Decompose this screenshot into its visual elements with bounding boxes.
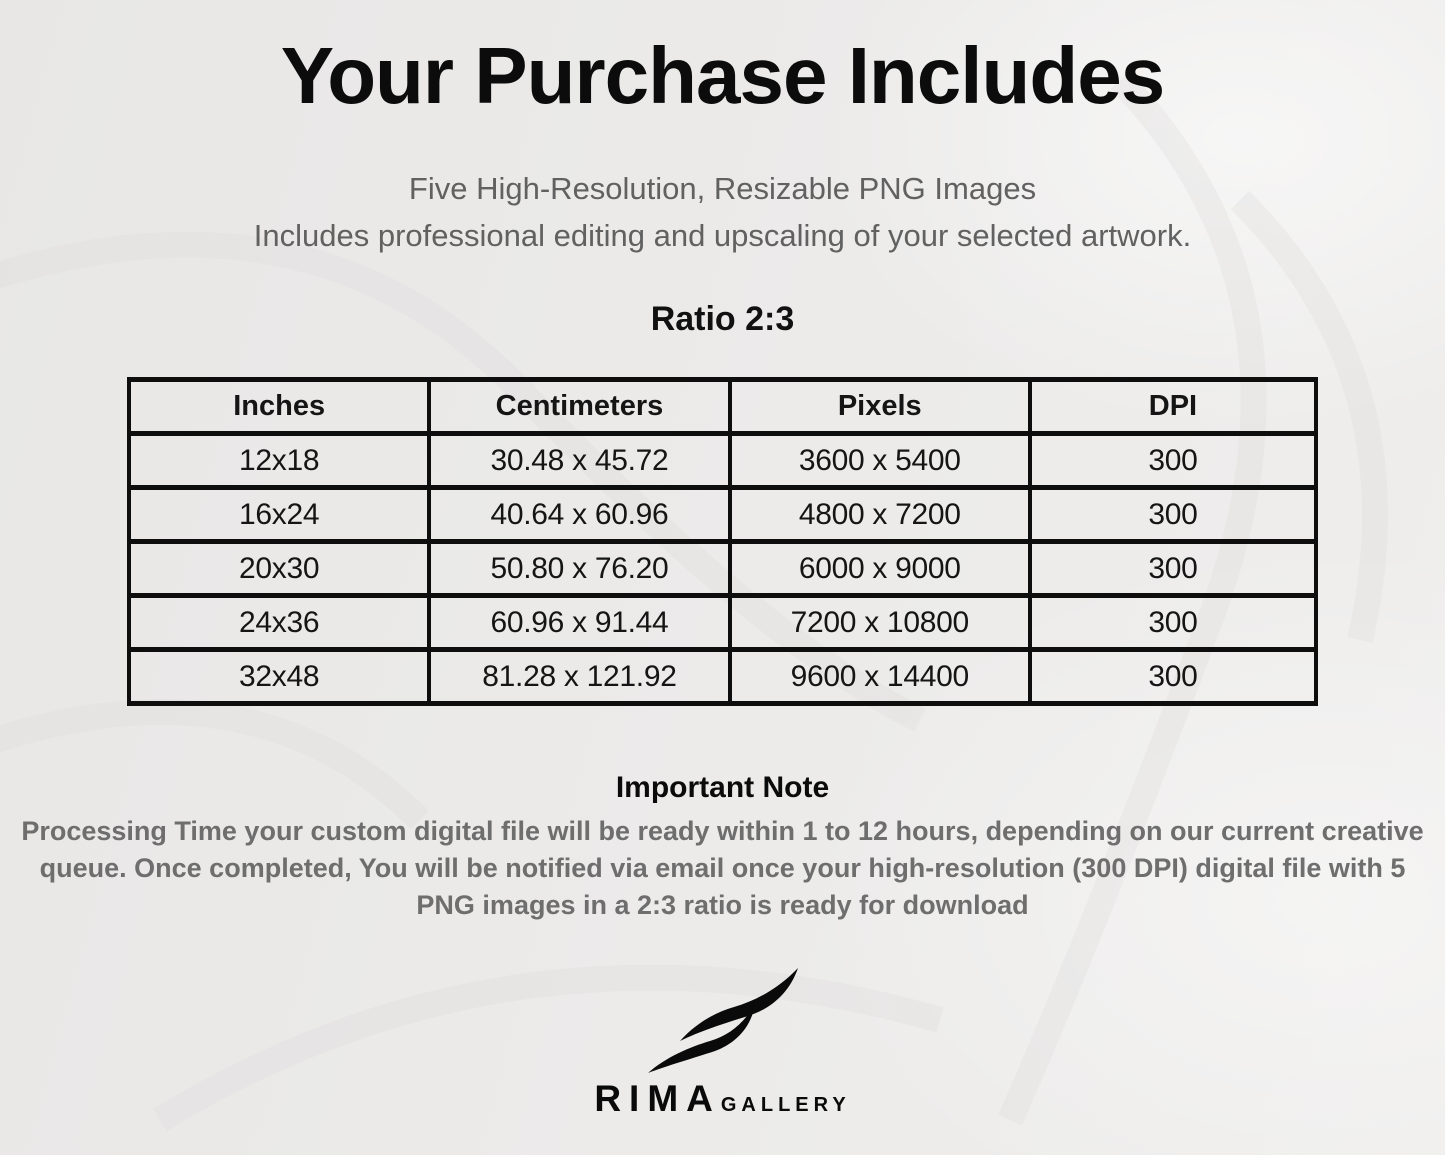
note-body: Processing Time your custom digital file…: [21, 816, 1424, 920]
table-row: 20x30 50.80 x 76.20 6000 x 9000 300: [126, 539, 1319, 598]
table-cell: 4800 x 7200: [727, 485, 1032, 544]
table-cell: 12x18: [126, 431, 432, 490]
table-cell: 16x24: [126, 485, 432, 544]
table-cell: 50.80 x 76.20: [427, 539, 732, 598]
table-cell: 81.28 x 121.92: [427, 647, 732, 706]
table-cell: 300: [1027, 539, 1319, 598]
table-cell: 30.48 x 45.72: [427, 431, 732, 490]
size-table-container: Inches Centimeters Pixels DPI 12x18 30.4…: [126, 377, 1319, 706]
table-cell: 300: [1027, 431, 1319, 490]
col-header-dpi: DPI: [1027, 377, 1319, 436]
table-cell: 300: [1027, 485, 1319, 544]
table-cell: 9600 x 14400: [727, 647, 1032, 706]
table-row: 24x36 60.96 x 91.44 7200 x 10800 300: [126, 593, 1319, 652]
double-swoosh-icon: [647, 968, 798, 1073]
table-header-row: Inches Centimeters Pixels DPI: [126, 377, 1319, 436]
table-cell: 40.64 x 60.96: [427, 485, 732, 544]
size-table: Inches Centimeters Pixels DPI 12x18 30.4…: [126, 377, 1319, 706]
table-cell: 300: [1027, 593, 1319, 652]
table-cell: 3600 x 5400: [727, 431, 1032, 490]
table-cell: 32x48: [126, 647, 432, 706]
table-row: 12x18 30.48 x 45.72 3600 x 5400 300: [126, 431, 1319, 490]
table-cell: 300: [1027, 647, 1319, 706]
brand-name: RIMA: [594, 1078, 721, 1119]
table-cell: 60.96 x 91.44: [427, 593, 732, 652]
table-cell: 24x36: [126, 593, 432, 652]
col-header-centimeters: Centimeters: [427, 377, 732, 436]
subtitle-line1: Five High-Resolution, Resizable PNG Imag…: [408, 171, 1037, 206]
note-heading: Important Note: [615, 771, 830, 804]
brand-suffix: GALLERY: [720, 1094, 851, 1116]
col-header-inches: Inches: [126, 377, 432, 436]
ratio-label: Ratio 2:3: [650, 300, 795, 338]
table-cell: 7200 x 10800: [727, 593, 1032, 652]
table-cell: 6000 x 9000: [727, 539, 1032, 598]
table-row: 32x48 81.28 x 121.92 9600 x 14400 300: [126, 647, 1319, 706]
table-row: 16x24 40.64 x 60.96 4800 x 7200 300: [126, 485, 1319, 544]
col-header-pixels: Pixels: [727, 377, 1032, 436]
subtitle-line2: Includes professional editing and upscal…: [253, 218, 1192, 253]
page-title: Your Purchase Includes: [280, 31, 1165, 120]
table-cell: 20x30: [126, 539, 432, 598]
brand-wordmark: RIMA GALLERY: [0, 1078, 1445, 1120]
